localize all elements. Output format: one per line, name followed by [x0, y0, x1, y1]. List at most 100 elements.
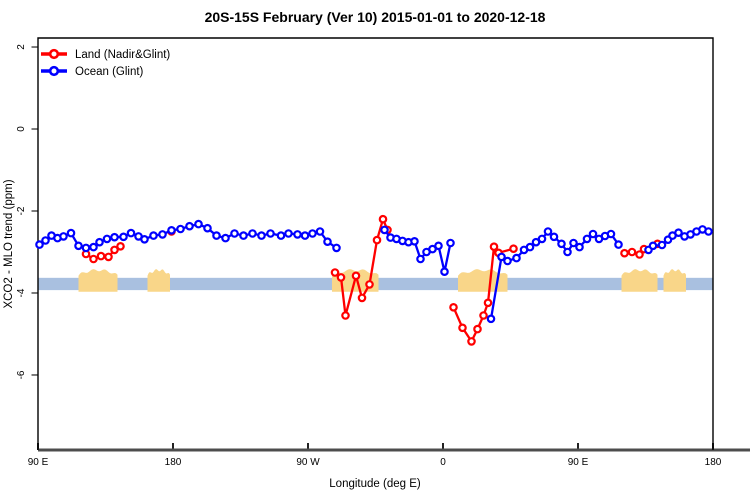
ocean-data-point — [230, 229, 239, 238]
land-data-point — [110, 245, 119, 255]
land-data-point — [365, 280, 374, 289]
land-data-point — [620, 248, 629, 258]
x-tick-label: 90 E — [568, 457, 589, 468]
coverage-patch — [147, 269, 170, 292]
coverage-patch — [621, 269, 658, 292]
ocean-data-point — [300, 231, 310, 240]
plot-area: 2 0 -2 -4 -6 90 E 180 90 W 0 90 E 180 — [16, 37, 750, 468]
legend: Land (Nadir&Glint) Ocean (Glint) — [41, 48, 170, 78]
ocean-data-point — [257, 231, 266, 240]
ocean-data-point — [110, 232, 119, 242]
ocean-data-point — [606, 229, 616, 239]
y-tick-label: -4 — [16, 288, 27, 297]
legend-label-ocean: Ocean (Glint) — [75, 66, 144, 78]
ocean-data-point — [557, 239, 566, 249]
land-data-point — [341, 311, 350, 320]
ocean-data-point — [176, 224, 185, 234]
x-axis-line — [38, 448, 750, 452]
y-tick-label: -2 — [16, 206, 27, 215]
land-data-point — [627, 247, 637, 257]
land-data-point — [467, 337, 476, 346]
land-data-point — [479, 311, 488, 320]
ocean-series-line — [489, 230, 620, 319]
ocean-data-point — [239, 231, 248, 240]
ocean-data-point — [588, 229, 598, 239]
x-axis-title: Longitude (deg E) — [329, 478, 421, 490]
ocean-data-point — [284, 229, 293, 238]
ocean-data-point — [81, 243, 91, 253]
ocean-data-point — [266, 229, 275, 238]
ocean-data-point — [543, 227, 553, 236]
ocean-data-point — [323, 237, 332, 247]
ocean-data-point — [531, 237, 541, 247]
ocean-data-point — [657, 240, 667, 250]
ocean-data-point — [569, 238, 578, 248]
x-tick-label: 90 W — [296, 457, 320, 468]
ocean-data-point — [614, 240, 623, 249]
coverage-patch — [663, 269, 686, 292]
ocean-data-point — [149, 231, 158, 240]
legend-item-ocean: Ocean (Glint) — [41, 65, 144, 78]
land-data-point — [489, 242, 499, 252]
ocean-data-point — [416, 254, 425, 264]
ocean-data-point — [66, 228, 76, 238]
land-data-point — [483, 298, 493, 308]
legend-item-land: Land (Nadir&Glint) — [41, 48, 170, 61]
ocean-data-point — [563, 247, 572, 257]
ocean-data-point — [549, 232, 559, 242]
ocean-data-point — [95, 237, 104, 247]
ocean-data-point — [212, 231, 221, 240]
land-data-point — [336, 273, 346, 282]
land-marker-icon — [48, 48, 60, 60]
land-data-point — [635, 250, 644, 259]
y-tick-label: 0 — [16, 126, 27, 132]
coverage-patch — [78, 269, 118, 292]
ocean-data-point — [89, 242, 98, 252]
ocean-data-point — [503, 256, 512, 266]
ocean-data-point — [203, 223, 212, 233]
ocean-data-point — [276, 231, 286, 240]
land-data-point — [458, 323, 467, 333]
ocean-data-point — [140, 235, 149, 244]
x-tick-label: 180 — [705, 457, 722, 468]
ocean-data-point — [126, 228, 136, 238]
land-data-point — [357, 293, 367, 303]
ocean-data-point — [440, 267, 449, 277]
land-data-point — [104, 252, 113, 262]
ocean-data-point — [194, 219, 203, 229]
ocean-data-point — [167, 226, 176, 235]
ocean-data-point — [575, 242, 584, 252]
ocean-data-point — [185, 221, 194, 231]
land-data-point — [351, 271, 361, 281]
ocean-data-point — [293, 230, 302, 239]
ocean-data-point — [648, 241, 658, 251]
ocean-data-point — [525, 242, 535, 252]
ocean-data-point — [537, 234, 547, 244]
land-data-point — [330, 268, 340, 277]
chart-title: 20S-15S February (Ver 10) 2015-01-01 to … — [205, 9, 546, 25]
land-data-point — [89, 254, 98, 264]
x-tick-label: 0 — [440, 457, 446, 468]
x-tick-label: 90 E — [28, 457, 49, 468]
land-data-point — [449, 302, 458, 312]
land-data-point — [372, 235, 382, 245]
ocean-data-point — [308, 229, 317, 238]
ocean-data-point — [35, 240, 44, 249]
x-tick-label: 180 — [165, 457, 182, 468]
land-data-point — [96, 251, 106, 261]
ocean-data-point — [59, 232, 68, 241]
ocean-data-point — [248, 229, 257, 238]
land-data-point — [378, 214, 388, 224]
y-tick-label: -6 — [16, 370, 27, 379]
ocean-data-point — [380, 225, 389, 235]
land-data-point — [116, 242, 125, 251]
ocean-data-point — [74, 241, 83, 251]
ocean-data-point — [497, 252, 506, 262]
ocean-data-point — [428, 244, 437, 254]
ocean-data-point — [332, 243, 341, 253]
land-data-point — [473, 324, 482, 334]
ocean-data-point — [582, 234, 592, 244]
ocean-data-point — [119, 232, 128, 242]
ocean-data-point — [434, 241, 443, 251]
